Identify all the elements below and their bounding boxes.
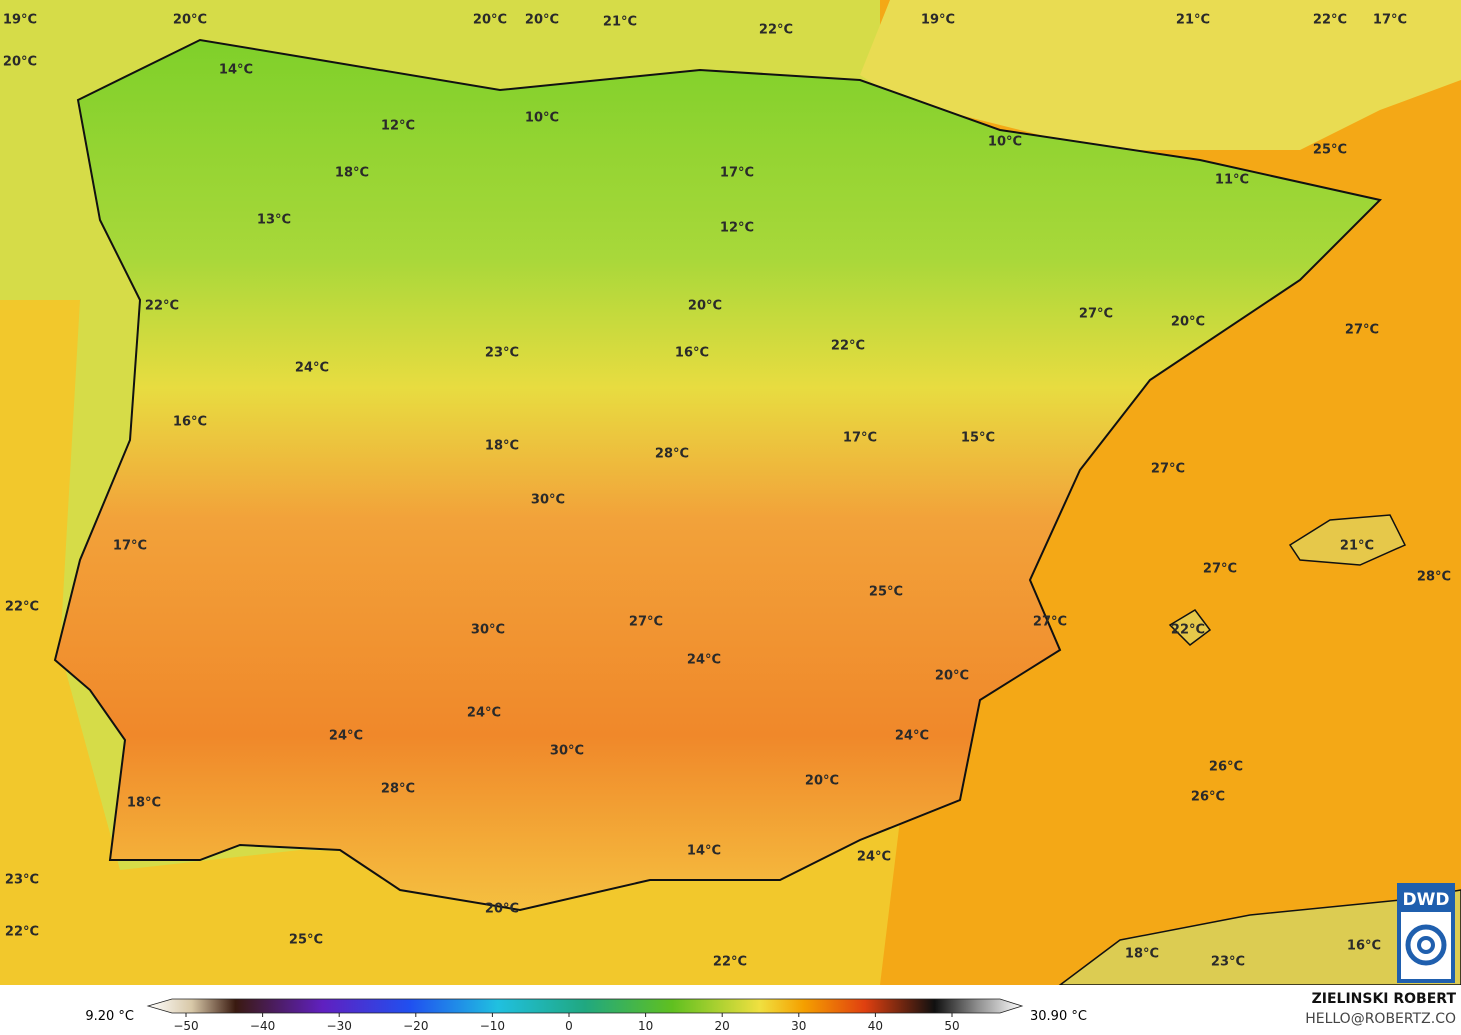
temperature-label: 22°C: [1171, 623, 1205, 638]
temperature-label: 18°C: [1125, 947, 1159, 962]
temperature-label: 26°C: [1209, 760, 1243, 775]
colorbar-tick-label: −10: [480, 1019, 505, 1033]
temperature-label: 30°C: [531, 493, 565, 508]
temperature-label: 21°C: [603, 15, 637, 30]
iberian-peninsula: [53, 38, 1382, 912]
temperature-label: 15°C: [961, 431, 995, 446]
temperature-label: 17°C: [720, 166, 754, 181]
colorbar: [146, 998, 1024, 1014]
temperature-label: 30°C: [550, 744, 584, 759]
temperature-label: 25°C: [869, 585, 903, 600]
temperature-label: 20°C: [935, 669, 969, 684]
colorbar-tick-label: 50: [944, 1019, 959, 1033]
colorbar-tick-label: −50: [173, 1019, 198, 1033]
temperature-label: 22°C: [5, 925, 39, 940]
temperature-label: 22°C: [1313, 13, 1347, 28]
temperature-label: 16°C: [173, 415, 207, 430]
colorbar-tick-label: 30: [791, 1019, 806, 1033]
author: ZIELINSKI ROBERT: [1312, 991, 1457, 1007]
colorbar-tick-label: −30: [327, 1019, 352, 1033]
temperature-label: 23°C: [1211, 955, 1245, 970]
temperature-label: 10°C: [988, 135, 1022, 150]
temperature-label: 12°C: [381, 119, 415, 134]
temperature-label: 23°C: [5, 873, 39, 888]
temperature-label: 22°C: [713, 955, 747, 970]
colorbar-tick-label: 20: [715, 1019, 730, 1033]
temperature-label: 24°C: [467, 706, 501, 721]
temperature-label: 19°C: [3, 13, 37, 28]
temperature-label: 20°C: [1171, 315, 1205, 330]
temperature-label: 21°C: [1176, 13, 1210, 28]
temperature-label: 11°C: [1215, 173, 1249, 188]
temperature-label: 28°C: [655, 447, 689, 462]
ibiza: [1168, 609, 1212, 646]
temperature-label: 22°C: [831, 339, 865, 354]
temperature-label: 28°C: [1417, 570, 1451, 585]
temperature-label: 20°C: [485, 902, 519, 917]
temperature-label: 20°C: [688, 299, 722, 314]
temperature-label: 14°C: [219, 63, 253, 78]
temperature-label: 13°C: [257, 213, 291, 228]
dwd-logo-swirl: [1405, 924, 1447, 966]
temperature-label: 17°C: [113, 539, 147, 554]
temperature-label: 27°C: [629, 615, 663, 630]
temperature-label: 30°C: [471, 623, 505, 638]
temperature-label: 17°C: [843, 431, 877, 446]
temperature-label: 16°C: [1347, 939, 1381, 954]
temperature-label: 20°C: [173, 13, 207, 28]
temperature-label: 12°C: [720, 221, 754, 236]
contact: HELLO@ROBERTZ.CO: [1305, 1011, 1456, 1027]
colorbar-tick-label: 0: [565, 1019, 573, 1033]
temperature-label: 27°C: [1033, 615, 1067, 630]
colorbar-tick-label: −20: [403, 1019, 428, 1033]
temperature-label: 20°C: [805, 774, 839, 789]
temperature-label: 24°C: [295, 361, 329, 376]
dwd-logo-text: DWD: [1403, 890, 1450, 910]
temperature-label: 27°C: [1151, 462, 1185, 477]
temperature-labels: 19°C 20°C 20°C 20°C 21°C 22°C 19°C 21°C 22°C 17°C…: [3, 13, 1451, 970]
colorbar-tick-label: 40: [868, 1019, 883, 1033]
temperature-label: 16°C: [675, 346, 709, 361]
temperature-label: 25°C: [1313, 143, 1347, 158]
temperature-label: 21°C: [1340, 539, 1374, 554]
temperature-label: 27°C: [1079, 307, 1113, 322]
colorbar-ticks: −50 −40 −30 −20 −10 0 10 20 30 40 50: [173, 1013, 960, 1033]
temperature-label: 24°C: [857, 850, 891, 865]
temperature-label: 27°C: [1345, 323, 1379, 338]
temperature-label: 26°C: [1191, 790, 1225, 805]
temperature-label: 24°C: [895, 729, 929, 744]
temperature-label: 28°C: [381, 782, 415, 797]
temperature-label: 20°C: [473, 13, 507, 28]
temperature-label: 20°C: [525, 13, 559, 28]
temperature-label: 22°C: [759, 23, 793, 38]
temperature-label: 14°C: [687, 844, 721, 859]
temperature-label: 24°C: [329, 729, 363, 744]
temperature-label: 22°C: [5, 600, 39, 615]
mallorca: [1288, 514, 1407, 566]
dwd-logo-swirl: [1417, 936, 1435, 954]
temperature-label: 27°C: [1203, 562, 1237, 577]
temperature-label: 22°C: [145, 299, 179, 314]
france: [860, 0, 1461, 150]
colorbar-tick-label: −40: [250, 1019, 275, 1033]
temperature-label: 23°C: [485, 346, 519, 361]
temperature-label: 18°C: [485, 439, 519, 454]
min-value: 9.20 °C: [85, 1009, 134, 1024]
max-value: 30.90 °C: [1030, 1009, 1087, 1024]
temperature-label: 24°C: [687, 653, 721, 668]
temperature-label: 19°C: [921, 13, 955, 28]
southern-sea: [0, 300, 900, 985]
temperature-label: 20°C: [3, 55, 37, 70]
temperature-label: 18°C: [335, 166, 369, 181]
temperature-label: 17°C: [1373, 13, 1407, 28]
temperature-label: 18°C: [127, 796, 161, 811]
colorbar-tick-label: 10: [638, 1019, 653, 1033]
temperature-label: 25°C: [289, 933, 323, 948]
temperature-label: 10°C: [525, 111, 559, 126]
